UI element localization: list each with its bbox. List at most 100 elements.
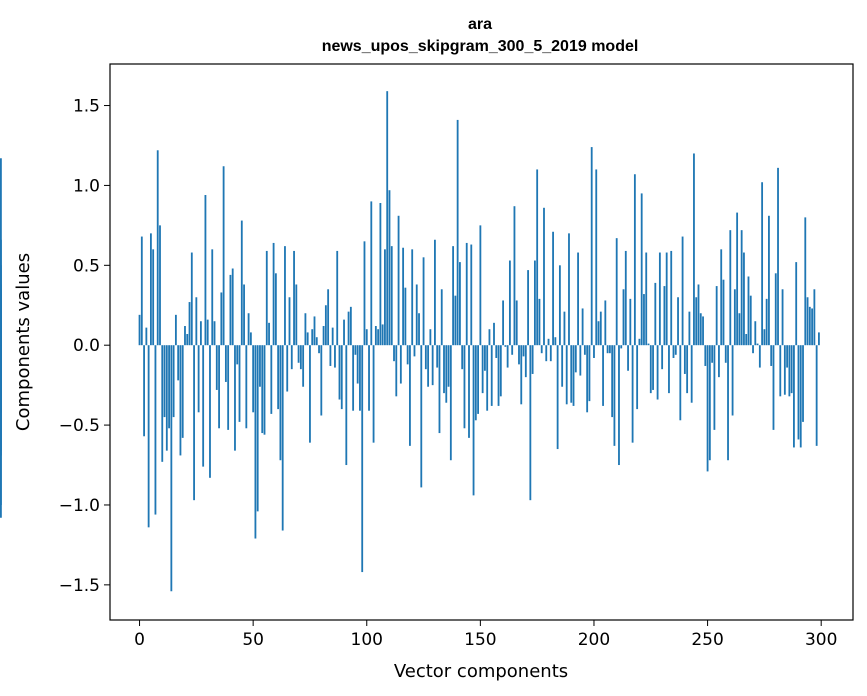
bar-129 bbox=[431, 345, 434, 386]
bar-152 bbox=[484, 345, 486, 371]
bar-76 bbox=[311, 329, 314, 346]
bar-58 bbox=[270, 345, 273, 414]
bar-87 bbox=[336, 250, 339, 346]
bar-218 bbox=[633, 174, 636, 346]
bar-231 bbox=[663, 286, 666, 346]
bar-164 bbox=[511, 345, 514, 355]
x-tick-label: 50 bbox=[242, 630, 264, 650]
bar-84 bbox=[329, 345, 332, 366]
bar-40 bbox=[229, 274, 232, 346]
bar-212 bbox=[620, 345, 623, 349]
bar-9 bbox=[159, 225, 161, 346]
bar-257 bbox=[722, 279, 725, 346]
x-tick-label: 300 bbox=[805, 630, 837, 650]
bar-263 bbox=[736, 212, 739, 346]
bar-281 bbox=[777, 167, 779, 346]
y-tick-label: 0.5 bbox=[73, 256, 100, 276]
bar-5 bbox=[149, 233, 152, 346]
bar-180 bbox=[547, 338, 550, 346]
bar-247 bbox=[699, 313, 702, 346]
bar-147 bbox=[472, 345, 475, 496]
bar-280 bbox=[774, 273, 777, 346]
bar-2 bbox=[143, 345, 145, 437]
bar-197 bbox=[586, 345, 589, 413]
bar-56 bbox=[265, 250, 268, 346]
bar-287 bbox=[790, 345, 793, 394]
bar-177 bbox=[540, 345, 543, 354]
x-tick-label: 200 bbox=[578, 630, 610, 650]
bar-278 bbox=[770, 345, 773, 366]
bar-255 bbox=[718, 345, 720, 378]
bar-273 bbox=[758, 345, 761, 368]
bar-282 bbox=[779, 345, 782, 397]
bar-125 bbox=[422, 257, 425, 346]
bar-136 bbox=[447, 345, 450, 387]
bar-271 bbox=[754, 321, 757, 346]
bar-12 bbox=[165, 345, 168, 451]
bar-32 bbox=[211, 249, 214, 346]
bar-4 bbox=[147, 345, 150, 528]
bar-239 bbox=[681, 236, 684, 346]
bar-138 bbox=[452, 246, 455, 346]
bar-219 bbox=[636, 345, 639, 410]
bar-189 bbox=[568, 233, 570, 346]
bar-124 bbox=[420, 345, 423, 488]
bar-11 bbox=[163, 345, 166, 418]
bar-141 bbox=[459, 262, 461, 346]
bar-246 bbox=[697, 284, 700, 346]
bar-119 bbox=[409, 345, 411, 446]
bar-193 bbox=[577, 252, 579, 346]
bar-105 bbox=[377, 329, 380, 346]
bar-36 bbox=[220, 292, 223, 346]
bar-185 bbox=[558, 265, 561, 346]
bar-27 bbox=[199, 321, 202, 346]
bar-81 bbox=[322, 326, 325, 346]
bar-159 bbox=[499, 345, 502, 397]
bar-37 bbox=[222, 166, 225, 346]
bar-173 bbox=[531, 345, 534, 374]
bar-25 bbox=[195, 297, 198, 346]
bar-275 bbox=[763, 329, 766, 346]
bar-260 bbox=[729, 230, 732, 346]
bar-71 bbox=[299, 345, 302, 370]
bar-131 bbox=[436, 345, 439, 368]
bar-245 bbox=[695, 297, 698, 346]
bar-66 bbox=[288, 297, 291, 346]
plot-frame bbox=[109, 63, 854, 621]
bar-116 bbox=[402, 247, 405, 346]
bar-150 bbox=[479, 225, 482, 346]
bar-288 bbox=[793, 345, 795, 448]
bar-143 bbox=[463, 345, 466, 429]
bar-94 bbox=[352, 345, 355, 411]
bar-252 bbox=[711, 345, 714, 363]
x-tick-label: 0 bbox=[134, 630, 145, 650]
bar-104 bbox=[374, 326, 377, 346]
bar-169 bbox=[522, 345, 525, 357]
bar-108 bbox=[384, 249, 386, 346]
bar-225 bbox=[649, 345, 652, 394]
bar-223 bbox=[645, 252, 648, 346]
bar-114 bbox=[397, 215, 400, 346]
bar-51 bbox=[254, 345, 257, 539]
bar-146 bbox=[470, 244, 473, 346]
bar-270 bbox=[752, 345, 754, 354]
bar-174 bbox=[533, 260, 536, 346]
bar-75 bbox=[309, 345, 311, 443]
bar-230 bbox=[661, 345, 664, 370]
bar-178 bbox=[543, 207, 545, 346]
bar-63 bbox=[281, 345, 284, 531]
bar-204 bbox=[602, 345, 604, 406]
bar-233 bbox=[668, 345, 670, 394]
bar-134 bbox=[443, 345, 445, 394]
bar-284 bbox=[783, 345, 786, 395]
bar-191 bbox=[572, 345, 575, 406]
y-tick-label: 1.5 bbox=[73, 97, 100, 117]
bar-127 bbox=[427, 345, 430, 387]
bar-234 bbox=[670, 250, 673, 346]
bar-undefined bbox=[0, 345, 2, 413]
bar-140 bbox=[456, 119, 459, 346]
bar-17 bbox=[177, 345, 180, 381]
bar-220 bbox=[638, 338, 641, 346]
bar-151 bbox=[481, 345, 484, 394]
bar-203 bbox=[599, 311, 602, 346]
